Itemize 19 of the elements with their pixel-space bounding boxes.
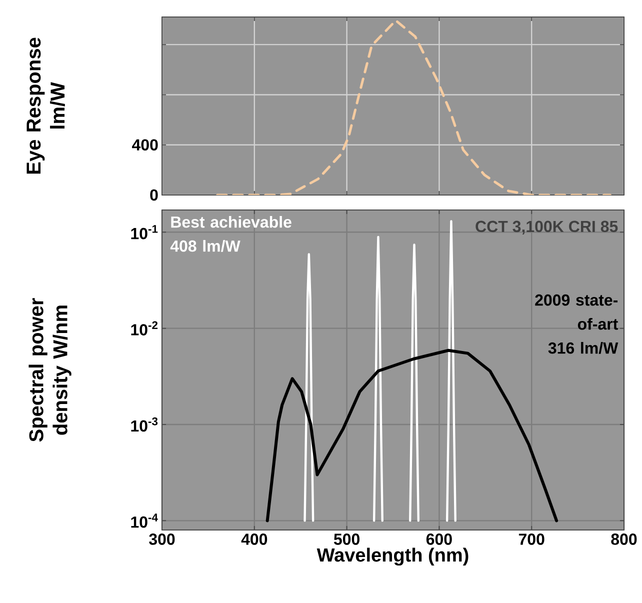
x-axis-title: Wavelength (nm) xyxy=(316,548,468,566)
annotation: CCT 3,100K CRI 85 xyxy=(476,220,618,234)
x-tick-label: 400 xyxy=(241,534,268,545)
x-tick-label: 300 xyxy=(149,534,175,545)
y-tick-label: 0 xyxy=(150,189,158,201)
x-tick-label: 800 xyxy=(611,534,637,545)
x-tick-label: 500 xyxy=(334,534,360,545)
y-tick-label: 10$^{-4}$ xyxy=(131,514,158,528)
y-tick-label: 10$^{-2}$ xyxy=(131,321,158,336)
y-tick-label: 10$^{-3}$ xyxy=(131,417,158,432)
y-tick-label: 10$^{-1}$ xyxy=(131,225,158,240)
line-series xyxy=(216,19,612,195)
x-tick-label: 700 xyxy=(518,534,544,545)
series-label: Best achievable 408 lm/W xyxy=(170,216,292,252)
y-axis-title: Eye Response lm/W xyxy=(26,38,65,174)
x-tick-label: 600 xyxy=(426,534,452,545)
y-tick-label: 400 xyxy=(132,139,158,151)
text: 2009 state-of-art 316 lm/W xyxy=(535,294,618,354)
y-axis-title: Spectral power density W/nm xyxy=(28,298,72,442)
